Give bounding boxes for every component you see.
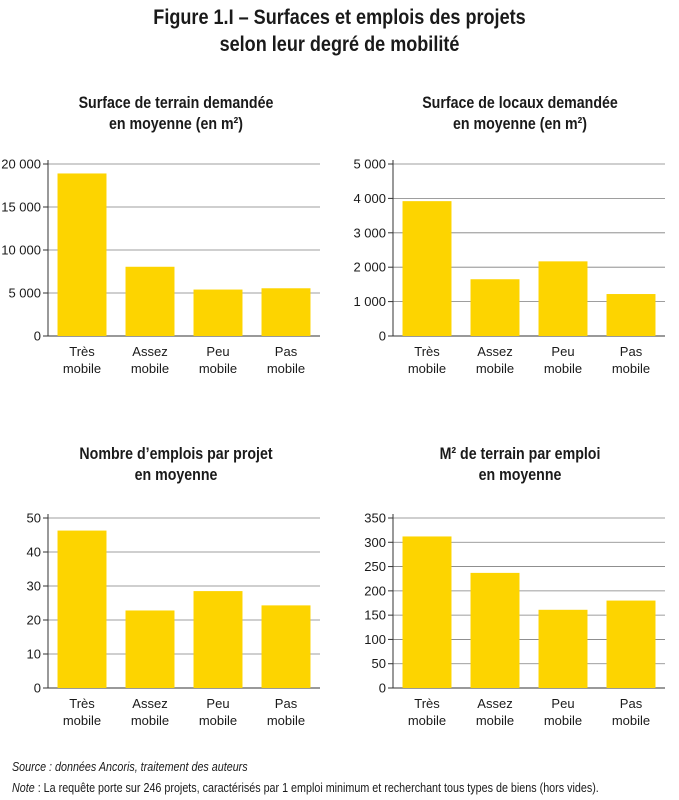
methodology-note: Note : La requête porte sur 246 projets,… [12,781,599,795]
chart-3-category-label: mobile [63,713,101,728]
chart-2-category-label: mobile [408,361,446,376]
chart-3-category-label: mobile [131,713,169,728]
figure-title-line-2: selon leur degré de mobilité [219,33,460,56]
chart-3-y-tick-label: 10 [27,647,41,662]
chart-4-bar-3 [538,609,588,688]
chart-2-category-label: Assez [477,344,512,359]
chart-2-bar-3 [538,261,588,336]
chart-4-y-tick-label: 250 [364,559,386,574]
chart-2-category-label: mobile [612,361,650,376]
chart-4-category-label: mobile [612,713,650,728]
chart-1-category-label: Peu [206,344,229,359]
chart-4-title-line-1: M² de terrain par emploi [439,445,601,463]
chart-3-bar-2 [125,610,175,688]
chart-3-bar-1 [57,530,107,688]
chart-2-y-tick-label: 0 [379,329,386,344]
chart-1-bar-1 [57,173,107,336]
chart-3-category-label: Assez [132,696,167,711]
chart-1-title-line-2: en moyenne (en m²) [108,115,244,133]
chart-2-category-label: Pas [620,344,643,359]
chart-2-title: Surface de locaux demandée en moyenne (e… [391,93,649,135]
chart-3-bar-4 [261,605,311,688]
chart-4-category-label: mobile [408,713,446,728]
chart-2-y-tick-label: 3 000 [353,225,386,240]
chart-1-y-tick-label: 5 000 [8,286,41,301]
chart-2-bar-4 [606,294,656,336]
chart-1-category-label: mobile [199,361,237,376]
chart-2-bar-1 [402,201,452,336]
chart-2-bar-2 [470,279,520,336]
chart-3-category-label: mobile [267,713,305,728]
chart-1-y-tick-label: 10 000 [1,243,41,258]
chart-3-title-line-1: Nombre d’emplois par projet [79,445,273,463]
chart-2-title-line-2: en moyenne (en m²) [452,115,588,133]
chart-1-category-label: Assez [132,344,167,359]
chart-3-y-tick-label: 20 [27,613,41,628]
chart-4-category-label: Pas [620,696,643,711]
chart-3-bar-3 [193,591,243,688]
chart-4-title-line-2: en moyenne [478,466,562,484]
chart-1-y-tick-label: 20 000 [1,157,41,172]
chart-4-y-tick-label: 350 [364,511,386,526]
chart-3-category-label: Peu [206,696,229,711]
chart-2-y-tick-label: 1 000 [353,294,386,309]
chart-4-bar-2 [470,572,520,688]
chart-3-y-tick-label: 30 [27,579,41,594]
chart-3-category-label: Très [69,696,95,711]
chart-3-y-tick-label: 50 [27,511,41,526]
chart-1-bar-3 [193,289,243,336]
chart-3-y-tick-label: 0 [34,681,41,696]
chart-2-y-tick-label: 2 000 [353,260,386,275]
figure-title-line-1: Figure 1.I – Surfaces et emplois des pro… [153,6,526,29]
chart-4-y-tick-label: 50 [372,656,386,671]
figure-title: Figure 1.I – Surfaces et emplois des pro… [48,4,632,58]
chart-2-category-label: mobile [544,361,582,376]
chart-4-y-tick-label: 100 [364,632,386,647]
chart-1-bar-2 [125,266,175,336]
chart-3-category-label: mobile [199,713,237,728]
chart-4-category-label: Assez [477,696,512,711]
chart-4-title: M² de terrain par emploi en moyenne [391,444,649,486]
chart-3-title: Nombre d’emplois par projet en moyenne [47,444,305,486]
chart-1-title: Surface de terrain demandée en moyenne (… [47,93,305,135]
chart-2-y-tick-label: 5 000 [353,157,386,172]
chart-2-category-label: Très [414,344,440,359]
chart-2-title-line-1: Surface de locaux demandée [422,94,618,112]
chart-1-title-line-1: Surface de terrain demandée [78,94,274,112]
chart-4-bar-4 [606,600,656,688]
chart-4-y-tick-label: 300 [364,535,386,550]
chart-4-y-tick-label: 0 [379,681,386,696]
chart-2-category-label: mobile [476,361,514,376]
chart-1-bar-4 [261,288,311,336]
chart-3-y-tick-label: 40 [27,545,41,560]
chart-4-category-label: mobile [476,713,514,728]
chart-1-category-label: Très [69,344,95,359]
chart-3-title-line-2: en moyenne [134,466,218,484]
chart-1-category-label: mobile [267,361,305,376]
chart-1-y-tick-label: 0 [34,329,41,344]
chart-4-category-label: Très [414,696,440,711]
chart-4-category-label: mobile [544,713,582,728]
source-note: Source : données Ancoris, traitement des… [12,760,248,774]
chart-4-bar-1 [402,536,452,688]
chart-2-y-tick-label: 4 000 [353,191,386,206]
chart-1-category-label: mobile [131,361,169,376]
chart-1-y-tick-label: 15 000 [1,200,41,215]
chart-1-category-label: Pas [275,344,298,359]
chart-1-category-label: mobile [63,361,101,376]
chart-4-y-tick-label: 150 [364,608,386,623]
chart-4-category-label: Peu [551,696,574,711]
chart-3-category-label: Pas [275,696,298,711]
note-label: Note [12,781,35,795]
chart-2-category-label: Peu [551,344,574,359]
chart-4-y-tick-label: 200 [364,583,386,598]
note-text: : La requête porte sur 246 projets, cara… [34,781,599,795]
